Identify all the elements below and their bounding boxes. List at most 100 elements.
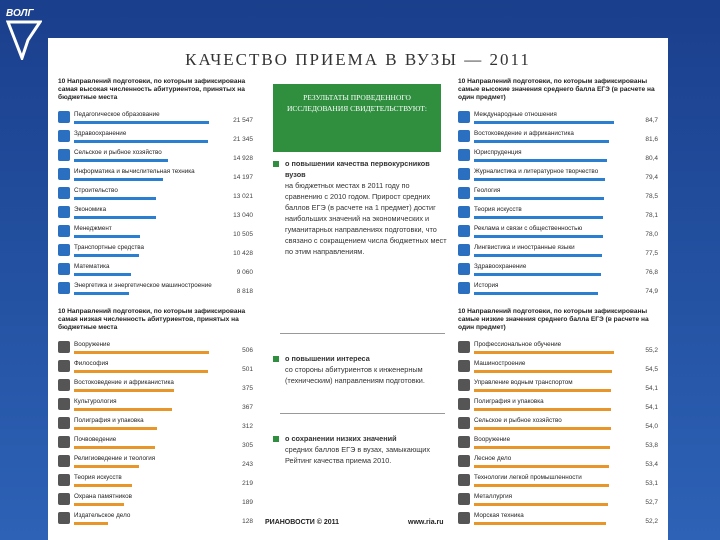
item-name: Морская техника (474, 512, 524, 519)
bar (74, 503, 125, 506)
result-lead: о сохранении низких значений (285, 434, 397, 443)
bar (74, 389, 175, 392)
item-value: 312 (242, 423, 253, 430)
bar (74, 522, 109, 525)
icon (58, 455, 70, 467)
icon (58, 244, 70, 256)
icon (58, 187, 70, 199)
item-name: История (474, 282, 499, 289)
item-name: Юриспруденция (474, 149, 522, 156)
bar (474, 197, 604, 200)
icon (458, 379, 470, 391)
item-name: Теория искусств (74, 474, 122, 481)
icon (458, 225, 470, 237)
item-name: Вооружение (474, 436, 511, 443)
item-value: 55,2 (645, 347, 658, 354)
item-value: 52,7 (645, 499, 658, 506)
bar (474, 273, 601, 276)
item-value: 54,0 (645, 423, 658, 430)
icon (58, 149, 70, 161)
bar (74, 351, 209, 354)
infographic: КАЧЕСТВО ПРИЕМА В ВУЗЫ — 2011 РЕЗУЛЬТАТЫ… (48, 38, 668, 540)
item-name: Почвоведение (74, 436, 117, 443)
icon (58, 474, 70, 486)
item-value: 501 (242, 366, 253, 373)
icon (458, 168, 470, 180)
bar (474, 235, 603, 238)
icon (458, 512, 470, 524)
bar (474, 370, 613, 373)
bar (474, 351, 614, 354)
bar (74, 408, 172, 411)
result-text: о сохранении низких значений средних балл… (285, 433, 447, 466)
item-value: 305 (242, 442, 253, 449)
item-value: 13 040 (233, 212, 253, 219)
icon (458, 455, 470, 467)
item-name: Экономика (74, 206, 107, 213)
item-value: 10 505 (233, 231, 253, 238)
item-value: 375 (242, 385, 253, 392)
bullet (273, 356, 279, 362)
panel-heading: 10 Направлений подготовки, по которым за… (458, 308, 649, 331)
item-name: Транспортные средства (74, 244, 145, 251)
bar (74, 140, 208, 143)
item-value: 77,5 (645, 250, 658, 257)
bar (74, 121, 209, 124)
item-value: 76,8 (645, 269, 658, 276)
item-name: Информатика и вычислительная техника (74, 168, 195, 175)
icon (58, 493, 70, 505)
item-name: Международные отношения (474, 111, 557, 118)
icon (58, 379, 70, 391)
item-name: Машиностроение (474, 360, 526, 367)
icon (58, 225, 70, 237)
separator (280, 333, 445, 334)
icon (458, 244, 470, 256)
item-value: 54,5 (645, 366, 658, 373)
item-name: Строительство (74, 187, 118, 194)
bar (474, 446, 611, 449)
item-name: Охрана памятников (74, 493, 132, 500)
item-value: 54,1 (645, 385, 658, 392)
item-value: 79,4 (645, 174, 658, 181)
item-value: 74,9 (645, 288, 658, 295)
result-lead: о повышении качества первокурсников вузо… (285, 159, 430, 179)
item-name: Педагогическое образование (74, 111, 160, 118)
result-body: средних баллов ЕГЭ в вузах, замыкающих Р… (285, 445, 431, 465)
item-name: Здравоохранение (74, 130, 127, 137)
bar (474, 254, 603, 257)
result-body: на бюджетных местах в 2011 году по сравн… (285, 181, 447, 256)
item-name: Энергетика и энергетическое машиностроен… (74, 282, 212, 289)
item-value: 53,8 (645, 442, 658, 449)
item-name: Менеджмент (74, 225, 112, 232)
item-value: 80,4 (645, 155, 658, 162)
item-name: Лингвистика и иностранные языки (474, 244, 575, 251)
item-name: Сельское и рыбное хозяйство (74, 149, 162, 156)
bar (474, 465, 610, 468)
result-body: со стороны абитуриентов к инженерным (те… (285, 365, 425, 385)
result-text: о повышении интереса со стороны абитуриен… (285, 353, 447, 386)
title: КАЧЕСТВО ПРИЕМА В ВУЗЫ — 2011 (185, 50, 531, 69)
item-value: 367 (242, 404, 253, 411)
bar (74, 446, 156, 449)
item-name: Полиграфия и упаковка (474, 398, 544, 405)
icon (458, 187, 470, 199)
icon (58, 111, 70, 123)
icon (458, 436, 470, 448)
icon (458, 263, 470, 275)
logo: ВОЛГ (6, 8, 34, 19)
panel-heading: 10 Направлений подготовки, по которым за… (58, 78, 246, 101)
item-name: Здравоохранение (474, 263, 527, 270)
item-name: Журналистика и литературное творчество (474, 168, 599, 175)
logo-mark (6, 20, 42, 60)
item-name: Управление водным транспортом (474, 379, 573, 386)
item-value: 219 (242, 480, 253, 487)
icon (58, 282, 70, 294)
bar (74, 235, 140, 238)
bar (74, 292, 130, 295)
item-value: 21 345 (233, 136, 253, 143)
panel-heading: 10 Направлений подготовки, по которым за… (58, 308, 246, 331)
bar (74, 159, 168, 162)
icon (458, 206, 470, 218)
bullet (273, 436, 279, 442)
icon (58, 512, 70, 524)
